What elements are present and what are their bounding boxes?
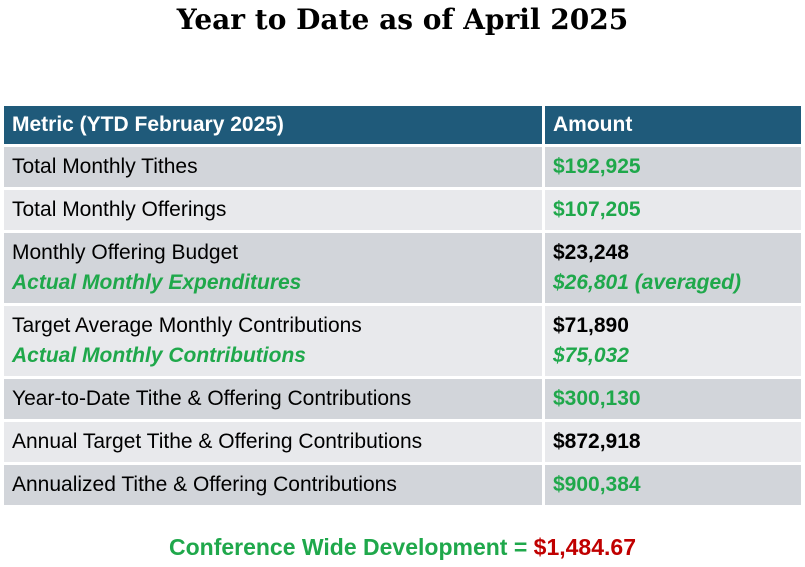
amount-cell: $23,248 $26,801 (averaged) (542, 233, 801, 306)
metrics-table: Metric (YTD February 2025) Amount Total … (4, 106, 801, 508)
amount-cell: $71,890 $75,032 (542, 306, 801, 379)
table-row: Annualized Tithe & Offering Contribution… (4, 465, 801, 508)
metric-sub-label: Actual Monthly Contributions (12, 344, 306, 367)
metric-sub-label: Actual Monthly Expenditures (12, 271, 302, 294)
table-header-row: Metric (YTD February 2025) Amount (4, 106, 801, 147)
development-total: Conference Wide Development = $1,484.67 (0, 530, 805, 564)
table-row: Year-to-Date Tithe & Offering Contributi… (4, 379, 801, 422)
table-row: Total Monthly Tithes $192,925 (4, 147, 801, 190)
development-label: Conference Wide Development = (168, 534, 528, 560)
column-header-amount: Amount (542, 106, 801, 147)
metric-label: Monthly Offering Budget (12, 241, 239, 264)
amount-cell: $900,384 (542, 465, 801, 508)
amount-cell: $107,205 (542, 190, 801, 233)
metric-cell: Year-to-Date Tithe & Offering Contributi… (4, 379, 542, 422)
amount-sub-value: $26,801 (averaged) (553, 271, 741, 294)
metric-label: Target Average Monthly Contributions (12, 314, 362, 337)
table-row: Total Monthly Offerings $107,205 (4, 190, 801, 233)
metric-cell: Total Monthly Tithes (4, 147, 542, 190)
metric-cell: Total Monthly Offerings (4, 190, 542, 233)
page-title: Year to Date as of April 2025 (176, 3, 629, 36)
metric-cell: Annualized Tithe & Offering Contribution… (4, 465, 542, 508)
table-row: Monthly Offering Budget Actual Monthly E… (4, 233, 801, 306)
table-row: Target Average Monthly Contributions Act… (4, 306, 801, 379)
amount-cell: $872,918 (542, 422, 801, 465)
development-value: $1,484.67 (533, 534, 636, 560)
amount-sub-value: $75,032 (553, 344, 629, 367)
metric-cell: Target Average Monthly Contributions Act… (4, 306, 542, 379)
metric-cell: Monthly Offering Budget Actual Monthly E… (4, 233, 542, 306)
amount-value: $23,248 (553, 241, 629, 264)
amount-value: $71,890 (553, 314, 629, 337)
amount-cell: $192,925 (542, 147, 801, 190)
table-row: Annual Target Tithe & Offering Contribut… (4, 422, 801, 465)
amount-cell: $300,130 (542, 379, 801, 422)
column-header-metric: Metric (YTD February 2025) (4, 106, 542, 147)
metric-cell: Annual Target Tithe & Offering Contribut… (4, 422, 542, 465)
